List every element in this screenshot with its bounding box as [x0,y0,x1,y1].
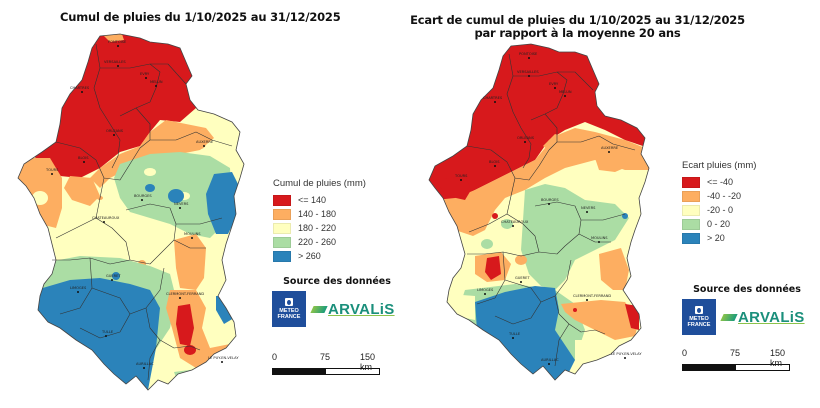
svg-text:GUERET: GUERET [515,276,530,280]
svg-text:TULLE: TULLE [508,332,521,336]
svg-text:AUXERRE: AUXERRE [196,140,214,144]
svg-text:BOURGES: BOURGES [541,198,559,202]
svg-text:AURILLAC: AURILLAC [136,362,154,366]
svg-text:BLOIS: BLOIS [489,160,500,164]
rainfall-deviation-panel: Ecart de cumul de pluies du 1/10/2025 au… [410,0,820,408]
legend-swatch-red [682,176,700,188]
legend-swatch-red [273,194,291,206]
data-source: Source des données METEO FRANCE ARVALiS [682,284,812,335]
legend-swatch-orange [682,190,700,202]
scale-bar: 0 75 150 km [272,352,382,375]
svg-text:LE PUY-EN-VELAY: LE PUY-EN-VELAY [208,356,239,360]
legend-title: Ecart pluies (mm) [682,160,757,171]
svg-text:TULLE: TULLE [101,330,114,334]
legend-swatch-green [273,236,291,248]
svg-text:MOULINS: MOULINS [591,236,608,240]
svg-text:NEVERS: NEVERS [581,206,596,210]
svg-text:TOURS: TOURS [45,168,59,172]
arvalis-leaf-icon [720,313,738,321]
svg-text:PONTOISE: PONTOISE [108,40,127,44]
svg-text:VERSAILLES: VERSAILLES [104,60,126,64]
svg-text:NEVERS: NEVERS [174,202,189,206]
legend-item: 220 - 260 [273,235,366,249]
rainfall-total-panel: Cumul de pluies du 1/10/2025 au 31/12/20… [17,10,402,391]
map-title: Ecart de cumul de pluies du 1/10/2025 au… [410,13,745,40]
legend-item: <= 140 [273,193,366,207]
svg-text:MOULINS: MOULINS [184,232,201,236]
svg-text:GUERET: GUERET [106,274,121,278]
svg-text:CHARTRES: CHARTRES [483,96,503,100]
svg-text:CLERMONT-FERRAND: CLERMONT-FERRAND [166,292,204,296]
svg-text:PONTOISE: PONTOISE [519,52,538,56]
legend-item: 0 - 20 [682,217,756,231]
svg-text:TOURS: TOURS [454,174,468,178]
meteo-france-logo: METEO FRANCE [682,299,716,335]
legend-swatch-yellow [273,222,291,234]
svg-text:BOURGES: BOURGES [134,194,152,198]
data-source: Source des données METEO FRANCE ARVALiS [272,276,402,327]
svg-text:ORLEANS: ORLEANS [106,129,124,133]
source-title: Source des données [283,276,391,287]
svg-text:MELUN: MELUN [150,80,163,84]
svg-text:EVRY: EVRY [140,72,150,76]
map-title: Cumul de pluies du 1/10/2025 au 31/12/20… [60,10,341,24]
legend-item: -20 - 0 [682,203,756,217]
rainfall-total-map: PONTOISE VERSAILLES EVRY MELUN CHARTRES … [17,33,245,391]
svg-text:CLERMONT-FERRAND: CLERMONT-FERRAND [573,294,611,298]
legend-item: 140 - 180 [273,207,366,221]
legend-item: <= -40 [682,175,756,189]
legend-swatch-yellow [682,204,700,216]
svg-text:MELUN: MELUN [559,90,572,94]
scale-bar: 0 75 150 km [682,348,792,371]
legend: Cumul de pluies (mm) <= 140 140 - 180 18… [273,178,366,263]
meteo-france-icon [695,306,703,314]
meteo-france-icon [285,298,293,306]
rainfall-deviation-map: PONTOISE VERSAILLES EVRY MELUN CHARTRES … [428,43,650,381]
legend-item: -40 - -20 [682,189,756,203]
svg-text:ORLEANS: ORLEANS [517,136,535,140]
legend-item: > 260 [273,249,366,263]
legend-item: > 20 [682,231,756,245]
svg-text:AUXERRE: AUXERRE [601,146,619,150]
svg-text:LIMOGES: LIMOGES [70,286,87,290]
arvalis-logo: ARVALiS [310,301,395,318]
legend: Ecart pluies (mm) <= -40 -40 - -20 -20 -… [682,160,756,245]
legend-title: Cumul de pluies (mm) [273,178,366,189]
svg-text:CHATEAUROUX: CHATEAUROUX [501,220,529,224]
arvalis-logo: ARVALiS [720,309,805,326]
legend-item: 180 - 220 [273,221,366,235]
svg-text:VERSAILLES: VERSAILLES [517,70,539,74]
legend-swatch-green [682,218,700,230]
svg-text:BLOIS: BLOIS [78,156,89,160]
svg-text:CHATEAUROUX: CHATEAUROUX [92,216,120,220]
source-title: Source des données [693,284,801,295]
legend-swatch-blue [682,232,700,244]
svg-text:LIMOGES: LIMOGES [477,288,494,292]
legend-swatch-orange [273,208,291,220]
svg-text:CHARTRES: CHARTRES [70,86,90,90]
city-markers: PONTOISE VERSAILLES EVRY MELUN CHARTRES … [45,40,239,369]
svg-text:LE PUY-EN-VELAY: LE PUY-EN-VELAY [611,352,642,356]
legend-swatch-blue [273,250,291,262]
meteo-france-logo: METEO FRANCE [272,291,306,327]
svg-text:EVRY: EVRY [549,82,559,86]
arvalis-leaf-icon [310,305,328,313]
city-markers: PONTOISE VERSAILLES EVRY MELUN CHARTRES … [454,52,642,365]
svg-text:AURILLAC: AURILLAC [541,358,559,362]
